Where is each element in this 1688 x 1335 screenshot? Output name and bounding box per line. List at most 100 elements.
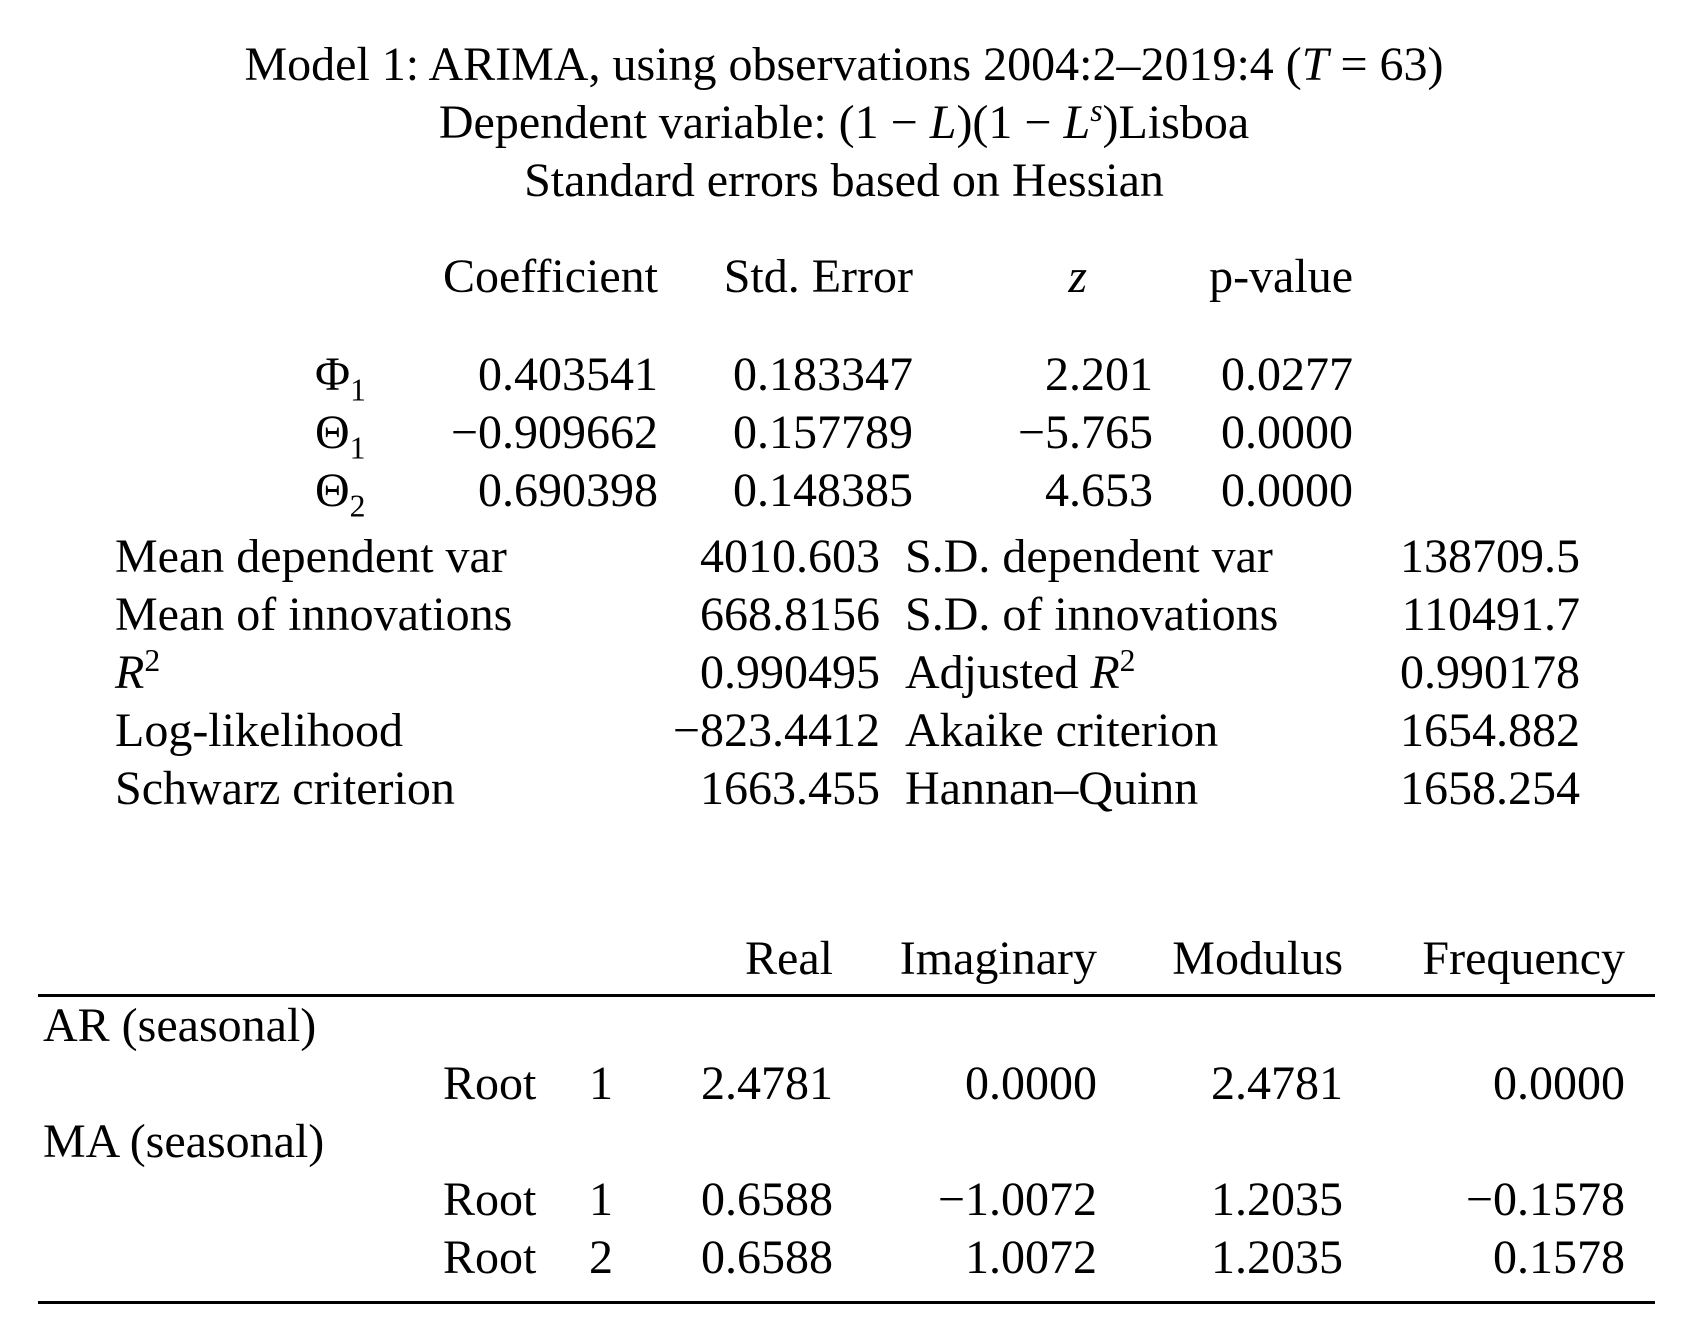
table-row-theta1: Θ1 −0.909662 0.157789 −5.765 0.0000 (315, 404, 1353, 464)
r-symbol: R (1090, 646, 1120, 699)
stat-label: S.D. dependent var (905, 530, 1273, 583)
table-row-innovations: Mean of innovations 668.8156 S.D. of inn… (115, 586, 1580, 644)
stat-value: 668.8156 (700, 588, 880, 641)
coefficient-value: 0.403541 (478, 348, 658, 401)
table-row-mean: Mean dependent var 4010.603 S.D. depende… (115, 528, 1580, 586)
stat-label: Mean dependent var (115, 530, 507, 583)
param-header-spacer (315, 248, 370, 346)
row-indent (38, 1171, 443, 1229)
table-row-ma-root1: Root 1 0.6588 −1.0072 1.2035 −0.1578 (38, 1171, 1655, 1229)
frequency-header: Frequency (1343, 930, 1625, 997)
stat-label: Schwarz criterion (115, 762, 455, 815)
stat-label-rsquared: R2 (115, 644, 635, 702)
std-error-value: 0.183347 (733, 348, 913, 401)
model-title-post: = 63) (1328, 38, 1444, 91)
stat-value: 1658.254 (1400, 762, 1580, 815)
imaginary-value: −1.0072 (937, 1173, 1097, 1226)
param-theta1: Θ1 (315, 404, 370, 464)
std-error-header: Std. Error (723, 250, 913, 303)
table-row-ma-root2: Root 2 0.6588 1.0072 1.2035 0.1578 (38, 1229, 1655, 1303)
modulus-value: 2.4781 (1211, 1057, 1343, 1110)
dependent-variable-line: Dependent variable: (1 − L)(1 − Ls)Lisbo… (0, 94, 1688, 152)
edge-padding (1625, 1229, 1655, 1303)
stat-label-adj-rsquared: Adjusted R2 (905, 644, 1335, 702)
edge-padding (1625, 930, 1655, 997)
column-gap (880, 702, 905, 760)
real-value: 0.6588 (701, 1173, 833, 1226)
coefficient-table: Coefficient Std. Error z p-value Φ1 0.40… (315, 248, 1353, 522)
real-value: 0.6588 (701, 1231, 833, 1284)
p-value: 0.0000 (1221, 464, 1353, 517)
section-label: AR (seasonal) (43, 999, 317, 1052)
table-row-theta2: Θ2 0.690398 0.148385 4.653 0.0000 (315, 462, 1353, 522)
stat-value: 138709.5 (1400, 530, 1580, 583)
param-subscript: 1 (350, 372, 366, 408)
z-value: −5.765 (1017, 406, 1153, 459)
stat-value: 0.990495 (700, 646, 880, 699)
dependent-variable-pre: Dependent variable: (1 − (438, 96, 930, 149)
real-value: 2.4781 (701, 1057, 833, 1110)
stat-label: Log-likelihood (115, 704, 403, 757)
section-label: MA (seasonal) (43, 1115, 325, 1168)
stat-label: S.D. of innovations (905, 588, 1279, 641)
std-errors-note: Standard errors based on Hessian (524, 154, 1164, 207)
param-phi1: Φ1 (315, 346, 370, 406)
section-header-spacer (38, 930, 443, 997)
coefficient-value: 0.690398 (478, 464, 658, 517)
imaginary-value: 1.0072 (965, 1231, 1097, 1284)
roots-table: Real Imaginary Modulus Frequency AR (sea… (38, 930, 1655, 1304)
frequency-value: 0.1578 (1493, 1231, 1625, 1284)
param-symbol: Θ (315, 406, 350, 459)
modulus-value: 1.2035 (1211, 1231, 1343, 1284)
root-name: Root (443, 1231, 537, 1284)
dependent-variable-post: )Lisboa (1102, 96, 1250, 149)
r-superscript: 2 (144, 643, 161, 678)
model-title-line: Model 1: ARIMA, using observations 2004:… (0, 36, 1688, 94)
coefficient-table-header-row: Coefficient Std. Error z p-value (315, 248, 1353, 346)
std-error-value: 0.157789 (733, 406, 913, 459)
coefficient-header: Coefficient (442, 250, 658, 303)
adjusted-prefix: Adjusted (905, 646, 1091, 699)
root-index: 1 (589, 1057, 613, 1110)
r-superscript: 2 (1119, 643, 1136, 678)
lag-operator-1: L (929, 96, 957, 149)
table-row-loglikelihood: Log-likelihood −823.4412 Akaike criterio… (115, 702, 1580, 760)
modulus-value: 1.2035 (1211, 1173, 1343, 1226)
z-value: 4.653 (1045, 464, 1153, 517)
stat-label: Mean of innovations (115, 588, 513, 641)
param-symbol: Φ (315, 348, 351, 401)
stat-value: 1654.882 (1400, 704, 1580, 757)
p-value: 0.0277 (1221, 348, 1353, 401)
edge-padding (1625, 1055, 1655, 1113)
column-gap (880, 760, 905, 818)
section-row-ma-seasonal: MA (seasonal) (38, 1113, 1655, 1171)
stat-value: 4010.603 (700, 530, 880, 583)
imaginary-value: 0.0000 (965, 1057, 1097, 1110)
roots-table-header-row: Real Imaginary Modulus Frequency (38, 930, 1655, 997)
column-gap (880, 528, 905, 586)
model-title-pre: Model 1: ARIMA, using observations 2004:… (244, 38, 1302, 91)
table-row-rsquared: R2 0.990495 Adjusted R2 0.990178 (115, 644, 1580, 702)
param-theta2: Θ2 (315, 462, 370, 522)
table-row-phi1: Φ1 0.403541 0.183347 2.201 0.0277 (315, 346, 1353, 406)
root-index: 2 (589, 1231, 613, 1284)
frequency-value: 0.0000 (1493, 1057, 1625, 1110)
row-indent (38, 1055, 443, 1113)
z-header-cell: z (913, 248, 1153, 346)
root-header-spacer (443, 930, 558, 997)
summary-stats-table: Mean dependent var 4010.603 S.D. depende… (115, 528, 1580, 818)
coefficient-value: −0.909662 (450, 406, 658, 459)
real-header: Real (613, 930, 833, 997)
param-subscript: 2 (349, 488, 366, 524)
column-gap (880, 586, 905, 644)
root-name: Root (443, 1057, 537, 1110)
table-row-schwarz: Schwarz criterion 1663.455 Hannan–Quinn … (115, 760, 1580, 818)
row-indent (38, 1229, 443, 1303)
model-title-t-var: T (1301, 38, 1329, 91)
param-symbol: Θ (315, 464, 350, 517)
root-name: Root (443, 1173, 537, 1226)
table-row-ar-root1: Root 1 2.4781 0.0000 2.4781 0.0000 (38, 1055, 1655, 1113)
r-symbol: R (115, 646, 145, 699)
modulus-header: Modulus (1097, 930, 1343, 997)
